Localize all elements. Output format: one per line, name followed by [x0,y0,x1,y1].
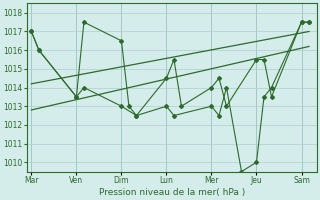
X-axis label: Pression niveau de la mer( hPa ): Pression niveau de la mer( hPa ) [99,188,245,197]
